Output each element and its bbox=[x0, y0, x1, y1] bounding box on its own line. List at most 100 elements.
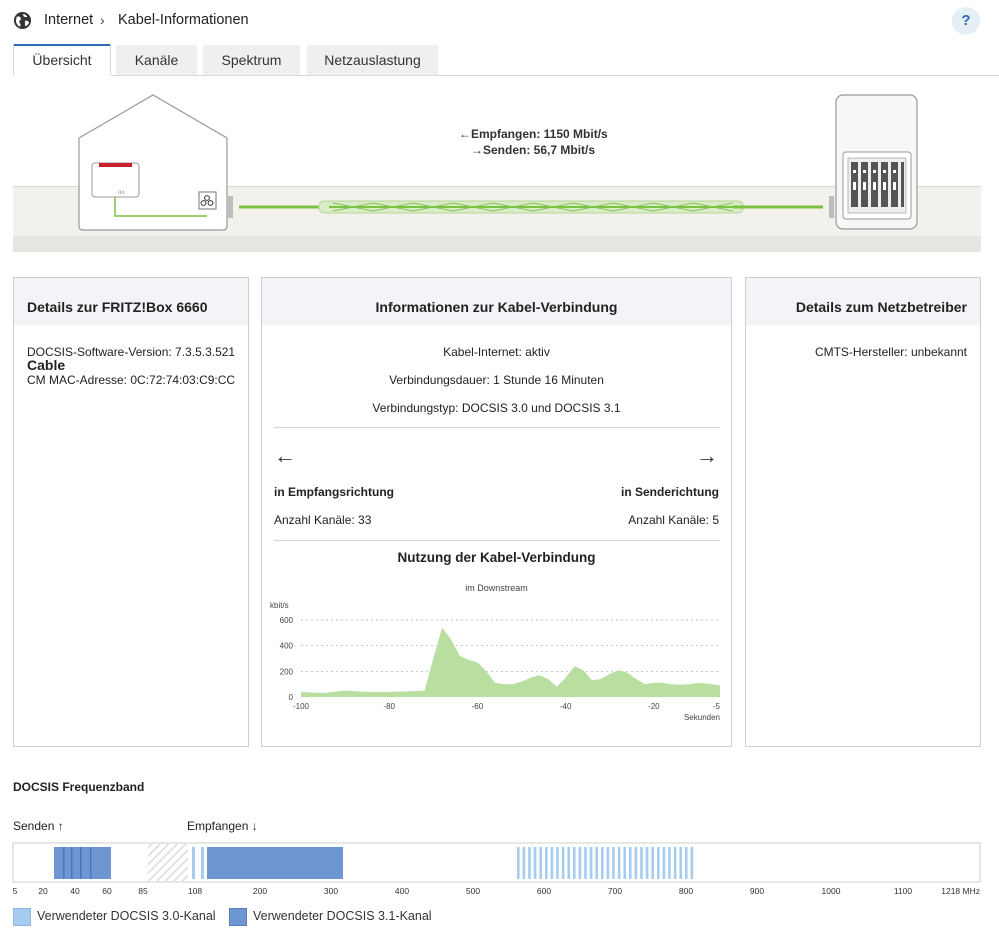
connection-duration: Verbindungsdauer: 1 Stunde 16 Minuten bbox=[389, 373, 604, 387]
freq-tick-label: 1100 bbox=[894, 886, 913, 896]
freq-unit-label: 1218 MHz bbox=[941, 886, 980, 896]
docsis30-channel bbox=[533, 847, 537, 879]
connection-type: Verbindungstyp: DOCSIS 3.0 und DOCSIS 3.… bbox=[372, 401, 621, 415]
freq-tick-label: 200 bbox=[253, 886, 267, 896]
x-tick-label: -80 bbox=[383, 702, 395, 711]
docsis30-channel bbox=[657, 847, 660, 879]
docsis30-channel bbox=[690, 847, 694, 879]
panel-title: Informationen zur Kabel-Verbindung bbox=[262, 278, 731, 325]
freq-tick-label: 600 bbox=[537, 886, 551, 896]
docsis30-channel bbox=[550, 847, 554, 879]
connection-rates: ←Empfangen: 1150 Mbit/s →Senden: 56,7 Mb… bbox=[459, 126, 608, 158]
send-label: Senden ↑ bbox=[13, 819, 64, 833]
arrow-up-icon: ↑ bbox=[57, 819, 64, 833]
usage-area bbox=[301, 627, 720, 697]
cmts-vendor: CMTS-Hersteller: unbekannt bbox=[814, 345, 967, 359]
docsis30-channel bbox=[685, 847, 688, 879]
docsis30-channel bbox=[634, 847, 638, 879]
y-tick-label: 400 bbox=[280, 642, 294, 651]
page-title: Kabel-Informationen bbox=[118, 12, 249, 28]
y-tick-label: 200 bbox=[280, 667, 294, 676]
docsis30-channel bbox=[640, 847, 643, 879]
tab-spektrum[interactable]: Spektrum bbox=[203, 45, 300, 75]
docsis30-channel bbox=[668, 847, 671, 879]
arrow-left-icon: ← bbox=[274, 443, 296, 468]
panel-title: Details zur FRITZ!Box 6660 Cable bbox=[14, 278, 248, 373]
x-tick-label: -40 bbox=[560, 702, 572, 711]
freq-band-title: DOCSIS Frequenzband bbox=[13, 780, 145, 794]
freq-tick-label: 800 bbox=[679, 886, 693, 896]
usage-chart: 0 200 400 600 kbit/s -100 -80 -60 -40 -20 -5 Sekund… bbox=[270, 601, 721, 722]
docsis30-channel bbox=[578, 847, 582, 879]
downstream-title: in Empfangsrichtung bbox=[274, 485, 394, 499]
router-icon bbox=[91, 162, 140, 198]
tab-bar: Übersicht Kanäle Spektrum Netzauslastung bbox=[13, 44, 999, 76]
docsis30-channel bbox=[561, 847, 565, 879]
freq-tick-label: 400 bbox=[395, 886, 409, 896]
legend-31-label: Verwendeter DOCSIS 3.1-Kanal bbox=[253, 909, 432, 923]
freq-tick-label: 108 bbox=[188, 886, 202, 896]
docsis30-channel bbox=[606, 847, 610, 879]
docsis30-channel bbox=[612, 847, 615, 879]
globe-icon bbox=[13, 11, 32, 30]
panel-cable-connection: Informationen zur Kabel-Verbindung Kabel… bbox=[261, 277, 732, 747]
docsis30-channel bbox=[573, 847, 576, 879]
legend-30-swatch bbox=[13, 908, 31, 926]
freq-tick-label: 500 bbox=[466, 886, 480, 896]
docsis30-channel bbox=[673, 847, 677, 879]
x-tick-label: -100 bbox=[293, 702, 310, 711]
x-tick-label: -60 bbox=[472, 702, 484, 711]
docsis30-channel bbox=[595, 847, 598, 879]
breadcrumb-internet[interactable]: Internet bbox=[44, 12, 94, 28]
freq-tick-label: 700 bbox=[608, 886, 622, 896]
usage-subtitle: im Downstream bbox=[465, 583, 528, 593]
receive-rate: ←Empfangen: 1150 Mbit/s bbox=[459, 127, 608, 141]
docsis30-channel bbox=[528, 847, 531, 879]
upstream-channels: Anzahl Kanäle: 5 bbox=[628, 513, 719, 527]
docsis30-channel bbox=[679, 847, 682, 879]
downstream-channels: Anzahl Kanäle: 33 bbox=[274, 513, 372, 527]
frequency-band: 5 20 40 60 85 108 200 300 400 500 600 700 800 900 1000… bbox=[12, 842, 981, 896]
docsis30-channel bbox=[539, 847, 542, 879]
docsis30-channel bbox=[662, 847, 666, 879]
svg-text:ıııı: ıııı bbox=[118, 189, 125, 196]
header: Internet › Kabel-Informationen ? bbox=[0, 0, 999, 42]
x-axis-label: Sekunden bbox=[684, 713, 720, 722]
docsis30-channel bbox=[201, 847, 204, 879]
receive-label: Empfangen ↓ bbox=[187, 819, 258, 833]
freq-tick-label: 1000 bbox=[822, 886, 841, 896]
docsis30-channel bbox=[589, 847, 593, 879]
freq-tick-label: 20 bbox=[38, 886, 48, 896]
y-tick-label: 600 bbox=[280, 616, 294, 625]
legend-30-label: Verwendeter DOCSIS 3.0-Kanal bbox=[37, 909, 216, 923]
upstream-channel-block bbox=[54, 847, 111, 879]
docsis30-channel bbox=[623, 847, 626, 879]
upstream-title: in Senderichtung bbox=[620, 485, 719, 499]
help-button[interactable]: ? bbox=[952, 7, 980, 35]
tab-uebersicht[interactable]: Übersicht bbox=[13, 44, 111, 76]
freq-tick-label: 85 bbox=[138, 886, 148, 896]
connection-illustration: ıııı ←Empfangen: 11 bbox=[13, 90, 981, 252]
docsis30-channel bbox=[651, 847, 654, 879]
arrow-right-icon: → bbox=[471, 143, 483, 157]
docsis30-channel bbox=[645, 847, 649, 879]
mac-address: CM MAC-Adresse: 0C:72:74:03:C9:CC bbox=[27, 373, 236, 387]
legend-31-swatch bbox=[229, 908, 247, 926]
y-axis-label: kbit/s bbox=[270, 601, 289, 610]
docsis30-channel bbox=[629, 847, 632, 879]
arrow-left-icon: ← bbox=[459, 127, 471, 141]
chevron-right-icon: › bbox=[100, 12, 105, 28]
arrow-down-icon: ↓ bbox=[251, 819, 258, 833]
divider bbox=[274, 540, 720, 541]
docsis-version: DOCSIS-Software-Version: 7.3.5.3.521 bbox=[27, 345, 236, 359]
panel-fritzbox-details: Details zur FRITZ!Box 6660 Cable DOCSIS-… bbox=[13, 277, 249, 747]
cable-status: Kabel-Internet: aktiv bbox=[443, 345, 550, 359]
freq-tick-label: 300 bbox=[324, 886, 338, 896]
panel-operator-details: Details zum Netzbetreiber CMTS-Herstelle… bbox=[745, 277, 981, 747]
divider bbox=[274, 427, 720, 428]
tab-netzauslastung[interactable]: Netzauslastung bbox=[307, 45, 438, 75]
guard-band bbox=[148, 844, 188, 881]
upstream-channel-divider bbox=[71, 847, 73, 879]
docsis31-channel bbox=[207, 847, 343, 879]
tab-kanaele[interactable]: Kanäle bbox=[116, 45, 197, 75]
